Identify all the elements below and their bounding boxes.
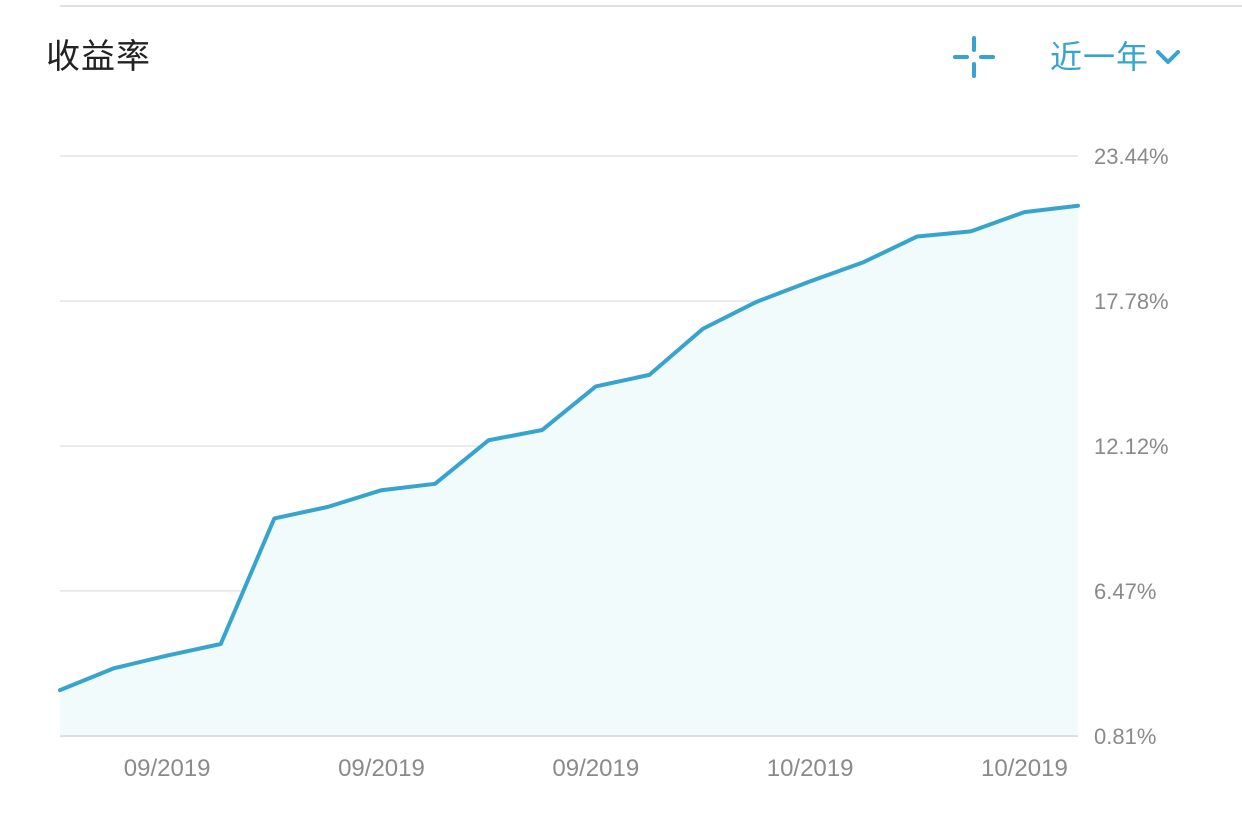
y-tick-label: 12.12% [1094,434,1169,459]
x-tick-label: 10/2019 [981,755,1068,782]
time-range-label: 近一年 [1050,38,1150,76]
x-tick-label: 09/2019 [124,755,211,782]
chevron-down-icon [1156,50,1181,64]
crosshair-icon [953,36,995,78]
page-title: 收益率 [46,37,151,77]
y-tick-label: 0.81% [1094,724,1156,749]
series-line [58,203,1080,693]
y-tick-label: 17.78% [1094,289,1169,314]
time-range-selector[interactable]: 近一年 [1050,34,1181,80]
top-divider [60,5,1242,7]
x-tick-label: 10/2019 [767,755,854,782]
x-tick-label: 09/2019 [338,755,425,782]
area-fill [60,205,1078,736]
crosshair-button[interactable] [952,35,996,79]
y-tick-label: 6.47% [1094,579,1156,604]
y-tick-label: 23.44% [1094,144,1169,169]
x-tick-label: 09/2019 [552,755,639,782]
